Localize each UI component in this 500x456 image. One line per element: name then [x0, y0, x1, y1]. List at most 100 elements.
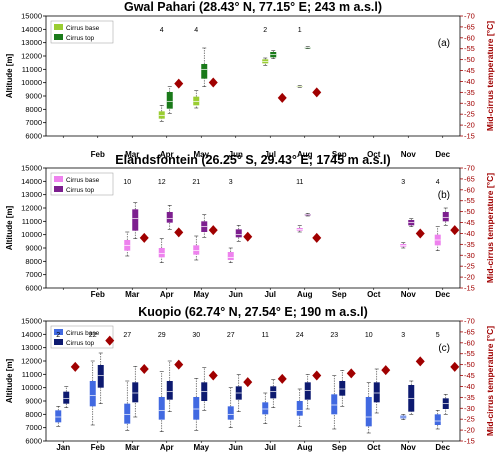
y2-tick-label: -40 — [464, 382, 475, 391]
x-tick-label: Apr — [160, 150, 174, 159]
y2-tick-label: -50 — [464, 55, 475, 64]
box-body — [193, 397, 200, 420]
base-box-sep — [331, 375, 338, 430]
box-body — [193, 245, 200, 255]
base-box-may — [193, 90, 200, 109]
x-tick-label: Apr — [160, 443, 174, 452]
y-tick-label: 12000 — [21, 204, 42, 213]
x-tick-label: Oct — [367, 443, 381, 452]
x-tick-label: Dec — [435, 290, 450, 299]
y2-tick-label: -25 — [464, 262, 475, 271]
y2-tick-label: -65 — [464, 327, 475, 336]
panel-label: (c) — [438, 343, 450, 354]
temperature-marker — [208, 225, 218, 236]
base-box-jan — [55, 406, 62, 427]
temperature-marker — [208, 370, 218, 381]
legend-swatch-top — [54, 186, 63, 192]
y-tick-label: 10000 — [21, 78, 42, 87]
top-box-dec — [442, 394, 449, 415]
top-box-aug — [304, 374, 311, 410]
x-tick-label: Dec — [435, 443, 450, 452]
temperature-marker — [312, 87, 322, 98]
x-tick-label: Feb — [91, 443, 105, 452]
count-label: 29 — [158, 332, 166, 339]
x-tick-label: Jun — [229, 443, 243, 452]
x-tick-label: Jul — [264, 150, 276, 159]
y-tick-label: 7000 — [25, 118, 42, 127]
base-box-jul — [262, 392, 269, 424]
base-box-mar — [124, 231, 131, 257]
count-label: 11 — [262, 332, 269, 339]
top-box-feb — [97, 352, 104, 404]
y2-tick-label: -55 — [464, 349, 475, 358]
box-body — [262, 402, 269, 415]
count-label: 3 — [401, 179, 405, 186]
y-tick-label: 8000 — [25, 105, 42, 114]
x-tick-label: May — [193, 290, 209, 299]
count-label: 10 — [365, 332, 373, 339]
base-box-apr — [158, 371, 165, 432]
y-tick-label: 14000 — [21, 25, 42, 34]
temperature-marker — [139, 364, 149, 374]
box-body — [270, 386, 277, 399]
box-body — [97, 365, 104, 388]
x-tick-label: Jun — [229, 290, 243, 299]
y-axis-label: Altitude [m] — [5, 53, 14, 98]
y-tick-label: 10000 — [21, 383, 42, 392]
x-tick-label: Feb — [91, 290, 105, 299]
panel-label: (b) — [438, 190, 450, 201]
top-box-dec — [442, 207, 449, 226]
base-box-nov — [400, 242, 407, 249]
base-box-oct — [365, 382, 372, 434]
base-box-may — [193, 378, 200, 431]
base-box-mar — [124, 380, 131, 431]
base-box-feb — [89, 360, 96, 426]
base-box-nov — [400, 414, 407, 420]
count-label: 4 — [194, 27, 198, 34]
legend-swatch-top — [54, 34, 63, 40]
box-body — [339, 381, 346, 396]
box-body — [227, 406, 234, 420]
temperature-marker — [450, 225, 460, 236]
top-box-jul — [270, 50, 277, 59]
count-label: 4 — [160, 27, 164, 34]
base-box-dec — [434, 410, 441, 430]
y2-tick-label: -60 — [464, 338, 475, 347]
y2-tick-label: -35 — [464, 240, 475, 249]
box-body — [235, 229, 242, 238]
y2-tick-label: -50 — [464, 207, 475, 216]
box-body — [434, 414, 441, 425]
y-tick-label: 7000 — [25, 270, 42, 279]
x-tick-label: Mar — [125, 150, 139, 159]
legend: Cirrus base Cirrus top — [50, 172, 114, 196]
count-label: 5 — [436, 332, 440, 339]
x-tick-label: Aug — [297, 150, 313, 159]
y2-tick-label: -50 — [464, 360, 475, 369]
panel-title: Elandsfontein (26.25° S, 29.43° E; 1745 … — [115, 153, 390, 167]
legend-label-base: Cirrus base — [66, 25, 100, 32]
top-box-jun — [235, 225, 242, 242]
y-tick-label: 15000 — [21, 12, 42, 21]
legend-label-base: Cirrus base — [66, 177, 100, 184]
panel-1: Gwal Pahari (28.43° N, 77.15° E; 243 m a… — [5, 0, 495, 159]
count-label: 3 — [229, 179, 233, 186]
x-tick-label: Mar — [125, 443, 139, 452]
y2-tick-label: -15 — [464, 284, 475, 293]
x-tick-label: Jul — [264, 290, 276, 299]
top-box-nov — [408, 380, 415, 415]
x-tick-label: Apr — [160, 290, 174, 299]
x-tick-label: Oct — [367, 150, 381, 159]
y2-tick-label: -20 — [464, 273, 475, 282]
top-box-jul — [270, 379, 277, 408]
y2-tick-label: -60 — [464, 185, 475, 194]
y2-tick-label: -60 — [464, 33, 475, 42]
y2-axis-label: Mid-cirrus temperature [°C] — [485, 21, 495, 131]
count-label: 2 — [56, 332, 60, 339]
legend-swatch-base — [54, 176, 63, 182]
y2-tick-label: -40 — [464, 229, 475, 238]
y2-tick-label: -45 — [464, 66, 475, 75]
box-body — [158, 397, 165, 420]
panel-3: Kuopio (62.74° N, 27.54° E; 190 m a.s.l)… — [5, 305, 495, 452]
x-tick-label: Oct — [367, 290, 381, 299]
